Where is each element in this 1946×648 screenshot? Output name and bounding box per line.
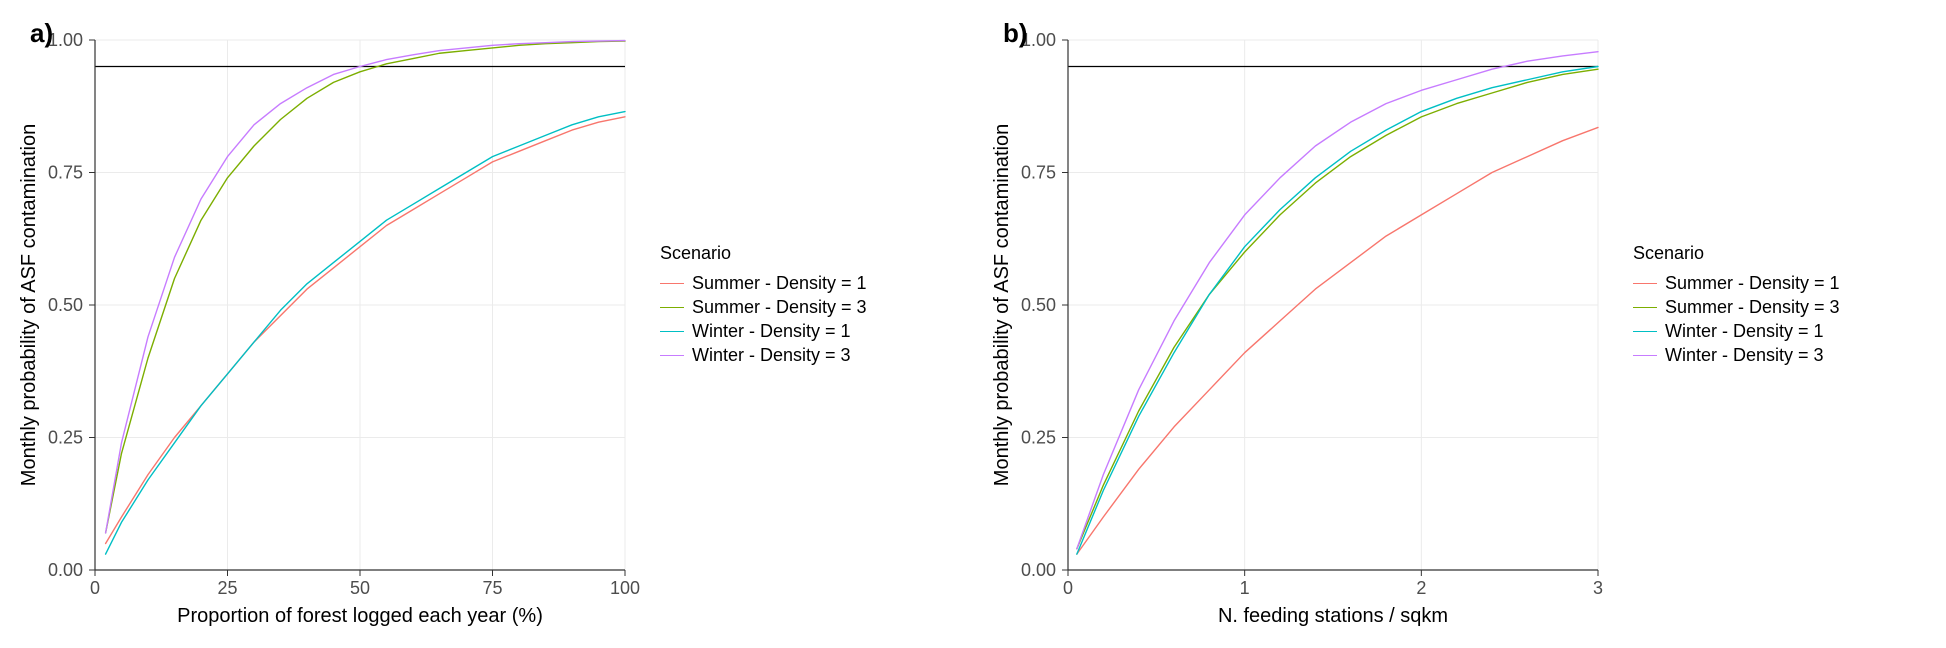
legend-swatch bbox=[1633, 355, 1657, 356]
legend-label: Summer - Density = 3 bbox=[692, 294, 867, 321]
legend-swatch bbox=[660, 307, 684, 308]
panel-b-legend: Scenario Summer - Density = 1Summer - De… bbox=[1633, 240, 1840, 367]
series-line-summer_d1 bbox=[106, 117, 625, 544]
series-line-summer_d1 bbox=[1077, 127, 1598, 554]
panel-a: a) 0 25 50 75 100 0.00 0.25 0.50 0.75 1.00 Proport… bbox=[0, 0, 973, 648]
series-line-winter_d3 bbox=[106, 41, 625, 533]
legend-swatch bbox=[1633, 331, 1657, 332]
legend-swatch bbox=[660, 355, 684, 356]
panel-b-label: b) bbox=[1003, 18, 1028, 49]
legend-label: Winter - Density = 3 bbox=[692, 342, 851, 369]
legend-item: Summer - Density = 3 bbox=[660, 295, 867, 319]
y-tick-label: 0.75 bbox=[48, 163, 83, 183]
legend-title: Scenario bbox=[1633, 240, 1840, 267]
panel-a-legend: Scenario Summer - Density = 1Summer - De… bbox=[660, 240, 867, 367]
x-tick-label: 1 bbox=[1240, 578, 1250, 598]
legend-title: Scenario bbox=[660, 240, 867, 267]
y-tick-label: 0.50 bbox=[48, 295, 83, 315]
y-axis-title: Monthly probability of ASF contamination bbox=[18, 124, 40, 486]
series-line-winter_d1 bbox=[106, 112, 625, 555]
legend-swatch bbox=[660, 283, 684, 284]
x-tick-label: 0 bbox=[90, 578, 100, 598]
legend-item: Winter - Density = 3 bbox=[660, 343, 867, 367]
y-tick-label: 0.25 bbox=[1021, 428, 1056, 448]
legend-label: Summer - Density = 1 bbox=[692, 270, 867, 297]
series-line-winter_d1 bbox=[1077, 67, 1598, 555]
legend-label: Winter - Density = 3 bbox=[1665, 342, 1824, 369]
x-axis-title: N. feeding stations / sqkm bbox=[1218, 605, 1448, 627]
legend-item: Winter - Density = 1 bbox=[660, 319, 867, 343]
legend-item: Winter - Density = 1 bbox=[1633, 319, 1840, 343]
legend-item: Summer - Density = 3 bbox=[1633, 295, 1840, 319]
series-line-summer_d3 bbox=[1077, 69, 1598, 549]
figure: a) 0 25 50 75 100 0.00 0.25 0.50 0.75 1.00 Proport… bbox=[0, 0, 1946, 648]
legend-item: Summer - Density = 1 bbox=[1633, 271, 1840, 295]
legend-swatch bbox=[1633, 283, 1657, 284]
x-axis-title: Proportion of forest logged each year (%… bbox=[177, 605, 543, 627]
legend-label: Winter - Density = 1 bbox=[692, 318, 851, 345]
legend-item: Summer - Density = 1 bbox=[660, 271, 867, 295]
panel-a-label: a) bbox=[30, 18, 53, 49]
gridlines bbox=[1068, 40, 1598, 570]
y-tick-label: 0.25 bbox=[48, 428, 83, 448]
series-line-winter_d3 bbox=[1077, 52, 1598, 549]
panel-b: b) 01230.000.250.500.751.00N. feeding st… bbox=[973, 0, 1946, 648]
x-tick-label: 25 bbox=[217, 578, 237, 598]
x-tick-label: 50 bbox=[350, 578, 370, 598]
y-axis: 0.00 0.25 0.50 0.75 1.00 bbox=[48, 30, 95, 580]
x-axis: 0 1 2 3 bbox=[1063, 570, 1603, 598]
x-tick-label: 2 bbox=[1416, 578, 1426, 598]
y-axis: 0.000.250.500.751.00 bbox=[1021, 30, 1068, 580]
legend-label: Winter - Density = 1 bbox=[1665, 318, 1824, 345]
y-tick-label: 0.75 bbox=[1021, 163, 1056, 183]
legend-swatch bbox=[660, 331, 684, 332]
legend-label: Summer - Density = 1 bbox=[1665, 270, 1840, 297]
gridlines bbox=[95, 40, 625, 570]
legend-item: Winter - Density = 3 bbox=[1633, 343, 1840, 367]
x-tick-label: 100 bbox=[610, 578, 640, 598]
y-tick-label: 1.00 bbox=[48, 30, 83, 50]
legend-swatch bbox=[1633, 307, 1657, 308]
y-tick-label: 0.00 bbox=[48, 560, 83, 580]
legend-label: Summer - Density = 3 bbox=[1665, 294, 1840, 321]
x-tick-label: 0 bbox=[1063, 578, 1073, 598]
y-tick-label: 0.50 bbox=[1021, 295, 1056, 315]
x-tick-label: 75 bbox=[482, 578, 502, 598]
y-axis-title: Monthly probability of ASF contamination bbox=[991, 124, 1013, 486]
x-axis: 0 25 50 75 100 bbox=[90, 570, 640, 598]
y-tick-label: 0.00 bbox=[1021, 560, 1056, 580]
x-tick-label: 3 bbox=[1593, 578, 1603, 598]
series-line-summer_d3 bbox=[106, 41, 625, 533]
